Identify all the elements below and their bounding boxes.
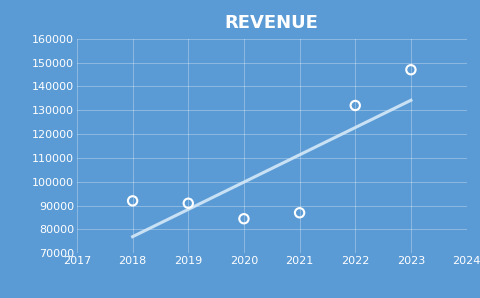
Title: REVENUE: REVENUE bbox=[224, 14, 318, 32]
Point bbox=[351, 103, 359, 108]
Point bbox=[129, 198, 136, 203]
Point bbox=[240, 216, 247, 221]
Point bbox=[406, 67, 414, 72]
Point bbox=[184, 201, 192, 206]
Point bbox=[295, 210, 303, 215]
